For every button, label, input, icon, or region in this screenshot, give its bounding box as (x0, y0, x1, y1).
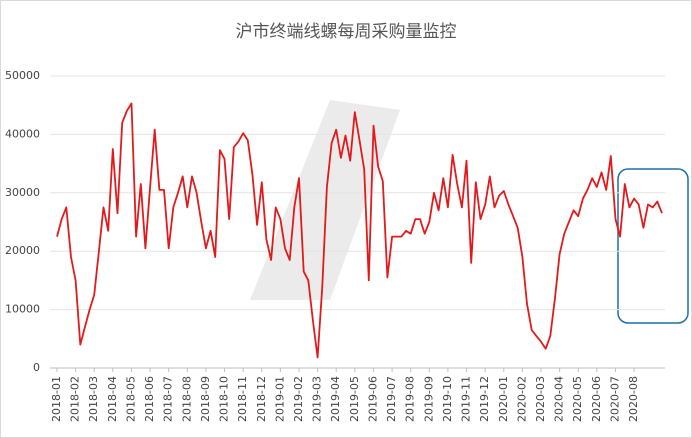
x-tick-label: 2020-08 (627, 376, 640, 422)
y-tick-label: 20000 (5, 244, 40, 257)
x-tick-label: 2018-04 (106, 376, 119, 422)
x-tick-label: 2018-03 (87, 376, 100, 422)
watermark (250, 100, 400, 300)
highlight-box (617, 168, 689, 324)
x-tick-label: 2018-01 (50, 376, 63, 422)
y-tick-label: 50000 (5, 69, 40, 82)
x-tick-label: 2020-03 (534, 376, 547, 422)
chart-title: 沪市终端线螺每周采购量监控 (236, 22, 457, 42)
x-tick-label: 2018-09 (199, 376, 212, 422)
x-tick-label: 2020-05 (571, 376, 584, 422)
x-tick-label: 2019-10 (441, 376, 454, 422)
y-tick-label: 30000 (5, 186, 40, 199)
y-tick-label: 10000 (5, 303, 40, 316)
x-tick-label: 2019-09 (422, 376, 435, 422)
x-tick-label: 2019-11 (460, 376, 473, 422)
x-tick-label: 2018-08 (180, 376, 193, 422)
x-tick-label: 2018-12 (255, 376, 268, 422)
x-tick-label: 2020-02 (515, 376, 528, 422)
x-tick-label: 2019-12 (478, 376, 491, 422)
x-tick-label: 2019-05 (348, 376, 361, 422)
x-tick-label: 2020-04 (553, 376, 566, 422)
x-tick-label: 2019-04 (329, 376, 342, 422)
x-tick-label: 2020-06 (590, 376, 603, 422)
x-tick-label: 2019-01 (273, 376, 286, 422)
x-tick-label: 2018-11 (236, 376, 249, 422)
x-tick-label: 2019-06 (366, 376, 379, 422)
x-tick-label: 2018-06 (143, 376, 156, 422)
x-tick-label: 2019-02 (292, 376, 305, 422)
x-tick-label: 2018-07 (162, 376, 175, 422)
x-tick-label: 2018-05 (124, 376, 137, 422)
y-tick-label: 40000 (5, 127, 40, 140)
x-tick-label: 2020-07 (608, 376, 621, 422)
y-tick-label: 0 (33, 361, 40, 374)
data-line (56, 102, 663, 359)
x-tick-label: 2019-07 (385, 376, 398, 422)
x-tick-label: 2020-01 (497, 376, 510, 422)
x-tick-label: 2019-03 (311, 376, 324, 422)
x-tick-label: 2019-08 (404, 376, 417, 422)
x-tick-label: 2018-10 (218, 376, 231, 422)
x-tick-label: 2018-02 (69, 376, 82, 422)
